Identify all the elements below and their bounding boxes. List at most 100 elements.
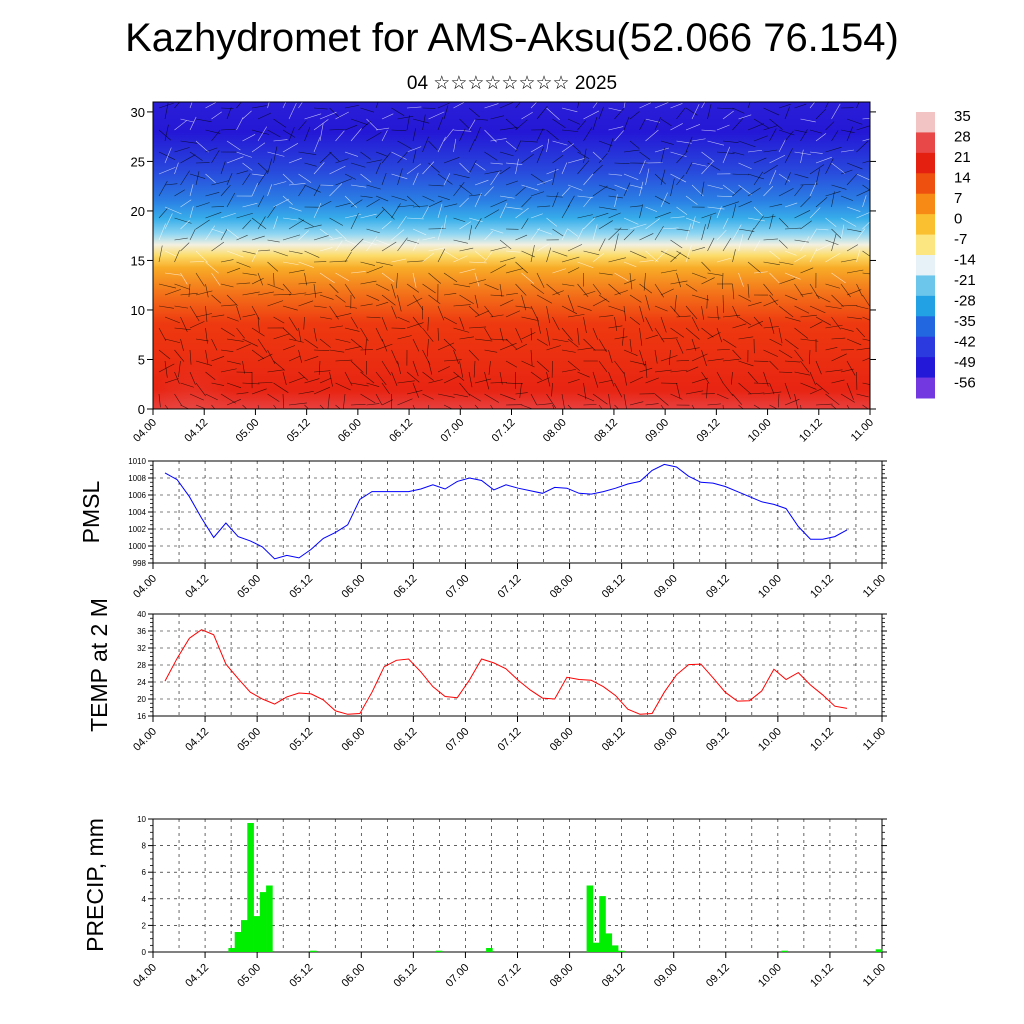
wind-barb <box>536 228 552 235</box>
wind-barb <box>794 184 804 197</box>
wind-barb <box>329 371 333 387</box>
wind-barb <box>189 371 196 385</box>
wind-barb <box>784 130 794 142</box>
wind-barb <box>344 151 359 157</box>
wind-barb <box>701 224 706 241</box>
wind-barb <box>840 195 854 201</box>
wind-barb <box>536 403 552 406</box>
wind-barb <box>846 228 862 232</box>
wind-barb <box>856 228 866 241</box>
wind-barb <box>608 257 626 263</box>
wind-barb <box>319 377 332 384</box>
wind-barb <box>784 316 801 322</box>
wind-barb <box>577 305 592 311</box>
wind-barb <box>205 173 216 184</box>
wind-barb <box>412 150 417 164</box>
wind-barb <box>763 261 780 266</box>
wind-barb <box>375 151 389 157</box>
wind-barb <box>288 376 305 384</box>
wind-barb <box>350 338 364 349</box>
wind-barb <box>815 108 827 120</box>
wind-barb <box>660 404 665 409</box>
wind-barb <box>670 369 688 373</box>
wind-barb <box>422 393 434 400</box>
wind-barb <box>716 229 727 241</box>
wind-barb <box>794 254 807 263</box>
wind-barb <box>459 382 471 396</box>
wind-barb <box>831 316 841 330</box>
wind-barb <box>701 161 714 175</box>
wind-barb <box>567 118 581 125</box>
wind-barb <box>174 305 189 309</box>
wind-barb <box>654 147 670 153</box>
wind-barb <box>722 201 739 208</box>
wind-barb <box>406 195 420 208</box>
wind-barb <box>499 151 514 157</box>
wind-barb <box>639 349 645 367</box>
wind-barb <box>195 171 200 186</box>
wind-barb <box>794 371 811 376</box>
wind-barb <box>521 196 532 208</box>
wind-barb <box>567 378 580 384</box>
heatmap-xtick-label: 09.12 <box>695 417 723 445</box>
wind-barb <box>639 102 652 109</box>
wind-barb <box>329 128 345 131</box>
wind-barb <box>174 327 191 331</box>
wind-barb <box>629 111 640 120</box>
wind-barb <box>660 118 672 127</box>
colorbar-label: -56 <box>954 375 976 392</box>
wind-barb <box>732 173 749 176</box>
wind-barb <box>769 272 781 285</box>
wind-barb <box>180 292 198 296</box>
wind-barb <box>335 178 353 186</box>
wind-barb <box>226 267 241 274</box>
wind-barb <box>521 153 534 164</box>
wind-barb <box>809 321 823 329</box>
wind-barb <box>753 157 767 164</box>
wind-barb <box>220 283 234 288</box>
wind-barb <box>242 360 245 374</box>
wind-barb <box>598 360 608 373</box>
wind-barb <box>515 158 519 175</box>
wind-barb <box>318 360 321 375</box>
wind-barb <box>226 399 241 406</box>
series-line <box>164 463 848 560</box>
wind-barb <box>856 249 861 263</box>
wind-barb <box>738 114 752 120</box>
wind-barb <box>282 234 301 241</box>
wind-barb <box>722 404 724 409</box>
wind-barb <box>313 119 329 131</box>
wind-barb <box>211 404 216 409</box>
wind-barb <box>273 250 288 257</box>
wind-barb <box>707 104 712 120</box>
wind-barb <box>840 393 855 403</box>
wind-barb <box>670 327 685 338</box>
wind-barb <box>453 327 470 333</box>
wind-barb <box>251 183 258 197</box>
wind-barb <box>769 214 774 230</box>
precip-bar <box>605 933 613 952</box>
wind-barb <box>406 163 422 175</box>
wind-barb <box>226 156 244 164</box>
ytick-label: 36 <box>137 627 146 636</box>
series-line <box>164 629 848 715</box>
heatmap-xtick-label: 04.12 <box>182 417 210 445</box>
wind-barb <box>366 118 378 131</box>
wind-barb <box>623 182 631 197</box>
wind-barb <box>623 349 638 356</box>
wind-barb <box>846 338 862 346</box>
wind-barb <box>521 218 529 230</box>
wind-barb <box>800 360 810 373</box>
wind-barb <box>536 128 544 142</box>
wind-barb <box>282 102 287 109</box>
wind-barb <box>763 326 779 329</box>
wind-barb <box>784 202 798 208</box>
wind-barb <box>567 244 583 252</box>
wind-barb <box>862 195 867 208</box>
wind-barb <box>629 140 640 149</box>
wind-barb <box>391 195 407 201</box>
wind-barb <box>303 316 305 330</box>
wind-barb <box>846 244 859 252</box>
wind-barb <box>800 236 810 252</box>
wind-barb <box>344 346 362 351</box>
